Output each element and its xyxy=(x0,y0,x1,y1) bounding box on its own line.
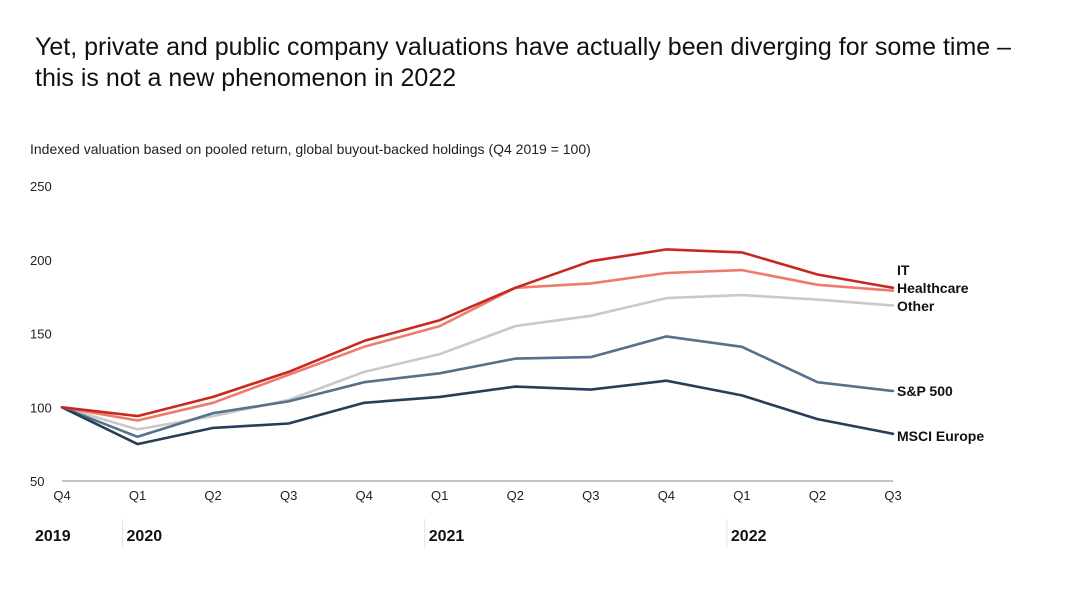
x-tick-label: Q2 xyxy=(204,488,221,503)
x-tick-label: Q1 xyxy=(733,488,750,503)
series-line xyxy=(60,379,895,446)
year-label: 2020 xyxy=(127,528,163,545)
y-tick-label: 150 xyxy=(30,327,52,342)
x-tick-label: Q4 xyxy=(658,488,675,503)
x-tick-label: Q3 xyxy=(884,488,901,503)
series-labels: IT Healthcare Other S&P 500 MSCI Europe xyxy=(897,262,984,444)
year-label: 2022 xyxy=(731,528,767,545)
x-tick-label: Q2 xyxy=(507,488,524,503)
series-label: IT xyxy=(897,262,910,278)
series-lines xyxy=(60,248,895,446)
series-line xyxy=(60,335,895,439)
series-label: Healthcare xyxy=(897,280,969,296)
x-tick-label: Q3 xyxy=(582,488,599,503)
year-label: 2021 xyxy=(429,528,465,545)
series-label: S&P 500 xyxy=(897,383,953,399)
x-axis-ticks: Q4 Q1 Q2 Q3 Q4 Q1 Q2 Q3 Q4 Q1 Q2 Q3 xyxy=(53,488,901,503)
y-tick-label: 250 xyxy=(30,179,52,194)
series-label: Other xyxy=(897,298,935,314)
x-tick-label: Q3 xyxy=(280,488,297,503)
year-label: 2019 xyxy=(35,528,71,545)
x-tick-label: Q1 xyxy=(129,488,146,503)
y-tick-label: 200 xyxy=(30,253,52,268)
x-tick-label: Q1 xyxy=(431,488,448,503)
y-axis-ticks: 50 100 150 200 250 xyxy=(30,179,52,489)
year-markers: 2019 2020 2021 2022 xyxy=(35,519,767,548)
x-tick-label: Q2 xyxy=(809,488,826,503)
chart-subtitle: Indexed valuation based on pooled return… xyxy=(30,141,591,157)
y-tick-label: 50 xyxy=(30,474,44,489)
x-tick-label: Q4 xyxy=(53,488,70,503)
x-tick-label: Q4 xyxy=(356,488,373,503)
series-label: MSCI Europe xyxy=(897,428,984,444)
series-line xyxy=(60,268,895,422)
page-title: Yet, private and public company valuatio… xyxy=(35,33,1012,92)
series-line xyxy=(60,248,895,418)
y-tick-label: 100 xyxy=(30,400,52,415)
